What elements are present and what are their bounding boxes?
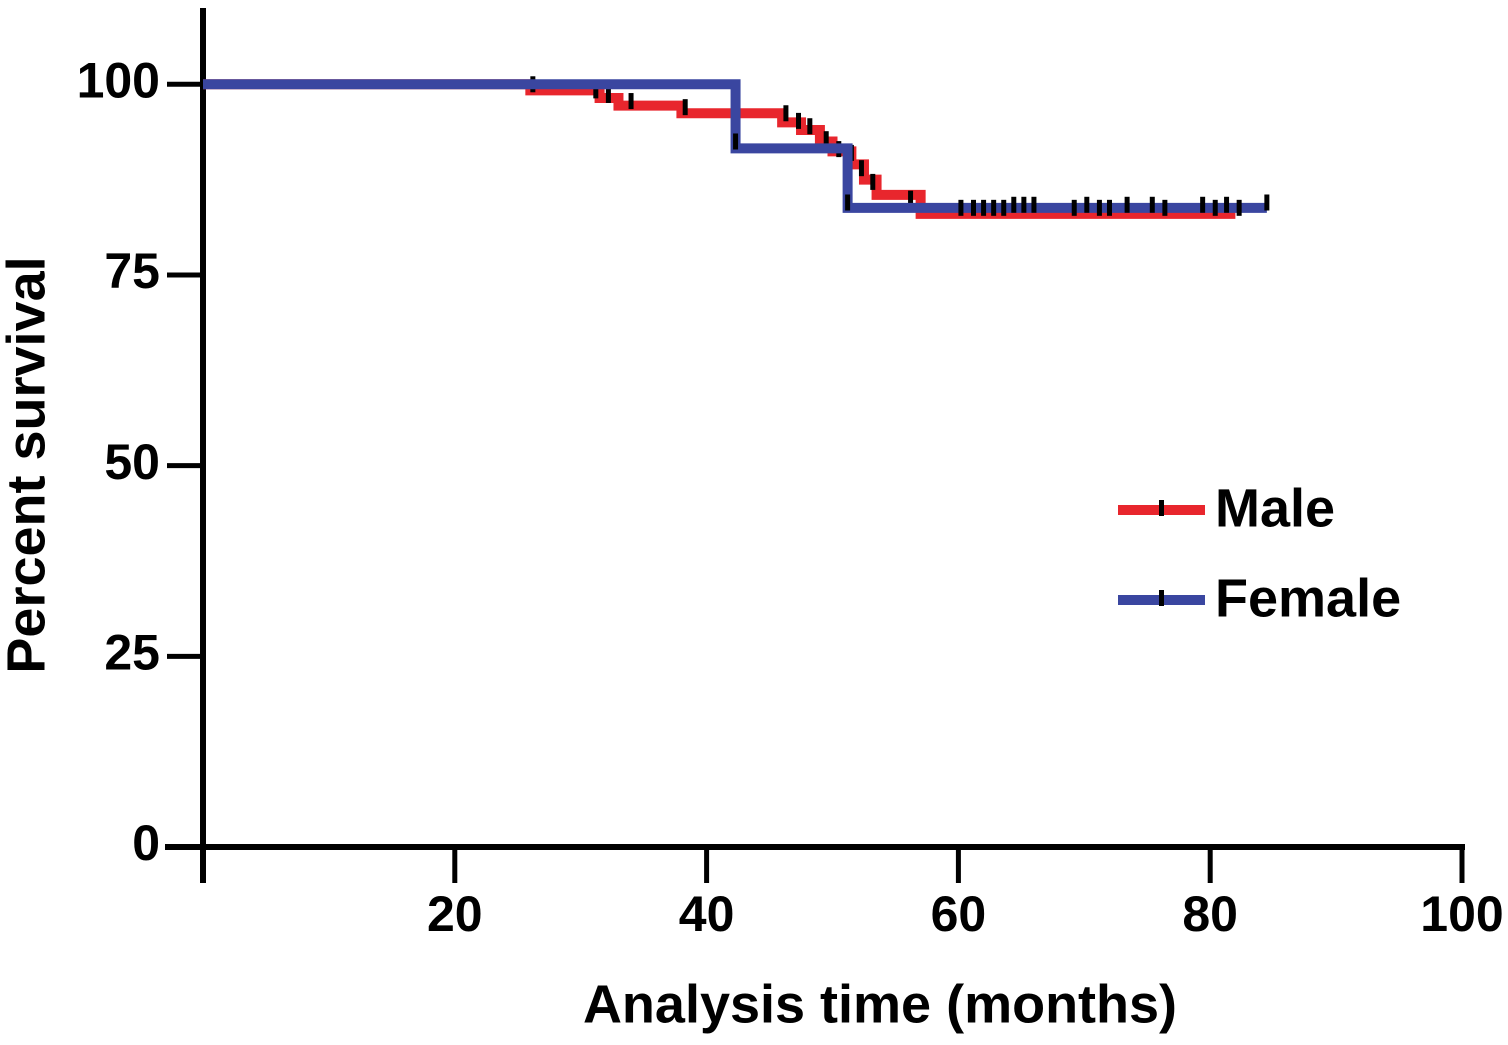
censor-mark	[1011, 196, 1017, 213]
censor-mark	[1149, 196, 1155, 213]
censor-mark	[870, 173, 876, 190]
censor-mark	[1071, 199, 1077, 216]
x-tick-label: 20	[427, 886, 483, 942]
censor-mark	[733, 133, 739, 150]
censor-mark	[845, 194, 851, 211]
y-tick-label: 0	[132, 815, 160, 871]
censor-mark	[858, 160, 864, 177]
censor-mark	[1162, 199, 1168, 216]
legend-label: Male	[1215, 478, 1335, 538]
y-tick-label: 100	[77, 52, 160, 108]
censor-mark	[1021, 196, 1027, 213]
censor-mark	[1200, 196, 1206, 213]
x-tick-label: 100	[1420, 886, 1503, 942]
legend-label: Female	[1215, 568, 1401, 628]
censor-mark	[796, 112, 802, 129]
legend-censor	[1159, 590, 1164, 606]
x-tick-label: 40	[679, 886, 735, 942]
censor-mark	[1031, 196, 1037, 213]
censor-mark	[1001, 199, 1007, 216]
legend-censor	[1159, 500, 1164, 516]
y-tick-label: 50	[104, 434, 160, 490]
censor-mark	[1264, 194, 1270, 211]
censor-mark	[981, 199, 987, 216]
censor-mark	[958, 199, 964, 216]
censor-mark	[823, 131, 829, 148]
censor-mark	[605, 86, 611, 103]
censor-mark	[1106, 199, 1112, 216]
censor-mark	[1124, 196, 1130, 213]
y-axis-title: Percent survival	[0, 256, 56, 673]
censor-mark	[1096, 199, 1102, 216]
y-tick-label: 75	[104, 243, 160, 299]
censor-mark	[908, 190, 914, 207]
censor-mark	[1084, 196, 1090, 213]
censor-mark	[783, 105, 789, 122]
censor-mark	[807, 118, 813, 135]
censor-mark	[971, 199, 977, 216]
survival-line	[203, 79, 1236, 219]
x-tick-label: 60	[931, 886, 987, 942]
censor-mark	[682, 99, 688, 116]
y-tick-label: 25	[104, 625, 160, 681]
censor-mark	[991, 199, 997, 216]
censor-mark	[1236, 199, 1242, 216]
censor-mark	[593, 82, 599, 99]
x-tick-label: 80	[1182, 886, 1238, 942]
censor-mark	[628, 93, 634, 110]
x-axis-title: Analysis time (months)	[583, 974, 1177, 1034]
censor-mark	[1212, 199, 1218, 216]
censor-mark	[1224, 196, 1230, 213]
survival-line	[203, 79, 1267, 213]
